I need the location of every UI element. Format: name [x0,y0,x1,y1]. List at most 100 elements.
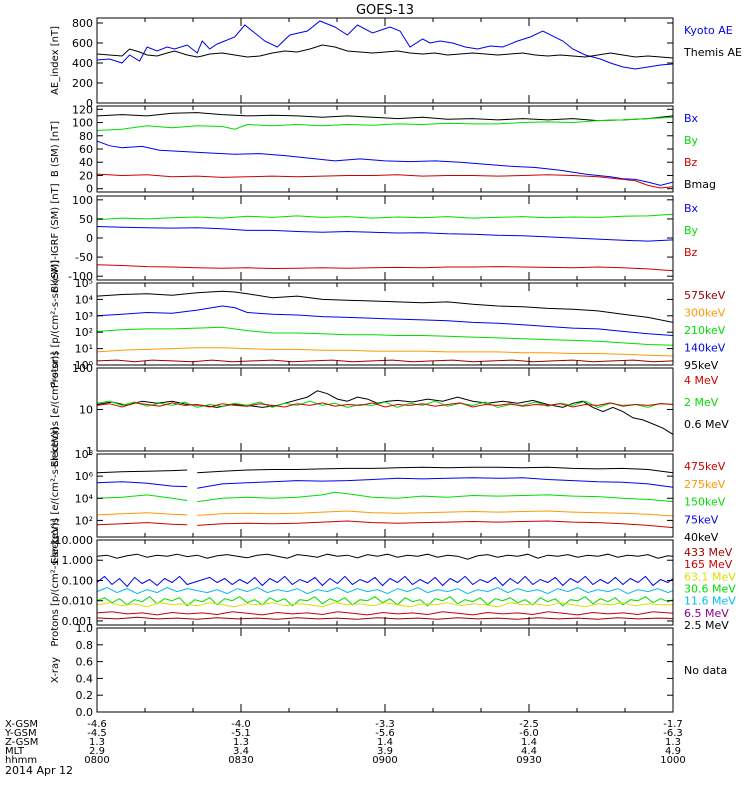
series-protons_low-210kev [97,326,673,346]
series-bsm-bx [97,140,673,186]
legend-entry: Bmag [684,178,716,191]
legend-entry: By [684,224,699,237]
panel-frame [96,17,674,104]
y-axis-label: B (SM)-IGRF (SM) [nT] [50,183,61,292]
y-tick-label: 0.6 [76,656,94,669]
panel-electrons_mev: 1 10 100 Electrons [e/(cm²-s-sr)] 4 MeV 2 MeV… [50,352,729,468]
legend-entry: 63.1 MeV [684,570,736,583]
y-tick-label: 400 [72,57,93,70]
y-tick-label: 10 [79,404,93,417]
panel-frame [96,367,674,452]
ephemeris-value: 2.9 [89,746,105,757]
y-tick-label: 0.8 [76,639,94,652]
ephemeris-value: 3.9 [377,746,393,757]
ephemeris-value: 1.3 [89,737,105,748]
panel-frame [96,627,674,713]
panel-ae: 0 200 400 600 800 AE_index [nT] Kyoto AE Themis… [50,17,742,110]
legend-entry: 0.6 MeV [684,418,729,431]
series-protons_low-575kev [97,359,673,363]
plot-title: GOES-13 [356,3,414,18]
legend-entry: 140keV [684,342,726,355]
legend-entry: 75keV [684,513,719,526]
y-tick-label: 0.0 [76,706,94,719]
series-electrons_kev-40kev [97,466,673,474]
y-tick-label: 10⁸ [75,448,94,461]
y-tick-label: 10² [75,514,93,527]
series-ae-kyoto-ae [97,20,673,70]
legend-entry: Bx [684,202,699,215]
ephemeris-value: -2.5 [519,719,539,730]
series-protons_high-433-mev [97,616,673,620]
ephemeris-value: -4.0 [231,719,251,730]
panel-frame [96,105,674,193]
series-protons_high-11.6-mev [97,587,673,595]
y-tick-label: 800 [72,17,93,30]
ephemeris-value: 1000 [660,755,685,766]
ephemeris-value: 4.9 [665,746,681,757]
series-protons_high-2.5-mev [97,553,673,560]
y-axis-label: X-ray [50,657,61,683]
y-tick-label: 10⁴ [75,492,94,505]
y-axis-label: Electrons [e/(cm²-s-sr)] [50,352,61,468]
y-tick-label: 10² [75,326,93,339]
y-axis-label: AE_index [nT] [50,26,61,95]
ephemeris-value: -3.3 [375,719,395,730]
legend-entry: 210keV [684,324,726,337]
panel-bigrf: -100 -50 0 50 100 B (SM)-IGRF (SM) [nT] Bx By Bz [50,183,699,292]
series-electrons_kev-475kev [97,520,673,529]
y-tick-label: 0.4 [76,672,94,685]
y-tick-label: 100 [72,362,93,375]
legend-entry: 275keV [684,478,726,491]
series-protons_low-300kev [97,347,673,357]
series-protons_high-30.6-mev [97,596,673,607]
y-tick-label: 10³ [75,310,93,323]
legend-entry: 575keV [684,289,726,302]
no-data-label: No data [684,664,727,677]
y-tick-label: 20 [79,169,93,182]
panel-electrons_kev: 10² 10⁴ 10⁶ 10⁸ Electrons [e/(cm²-s-sr-keV)]… [50,427,726,564]
y-tick-label: 80 [79,130,93,143]
y-tick-label: 100 [72,194,93,207]
series-bsm-bz [97,173,673,189]
y-tick-label: 0.100 [62,574,94,587]
legend-entry: 2.5 MeV [684,619,729,632]
footer-date: 2014 Apr 12 [5,764,73,777]
legend-entry: By [684,134,699,147]
series-electrons_mev-0.6-mev [97,390,673,435]
y-tick-label: 10.000 [55,534,94,547]
panel-protons_low: 10⁰ 10¹ 10² 10³ 10⁴ 10⁵ Protons [p/(cm²-s-sr-k… [50,260,726,388]
ephemeris-value: -5.1 [231,728,251,739]
series-bigrf-bx [97,226,673,242]
ephemeris-value: -1.7 [663,719,683,730]
legend-entry: 150keV [684,496,726,509]
legend-entry: 433 MeV [684,546,733,559]
ephemeris-value: -4.6 [87,719,107,730]
y-tick-label: 0.001 [62,615,94,628]
series-protons_high-165-mev [97,611,673,616]
series-electrons_kev-275kev [97,510,673,517]
ephemeris-value: 1.3 [233,737,249,748]
legend-entry: 300keV [684,307,726,320]
panel-frame [96,282,674,366]
ephemeris-value: -4.5 [87,728,107,739]
y-axis-label: Protons [p/(cm²-s-sr-keV)] [50,260,61,388]
ephemeris-value: 4.4 [521,746,537,757]
y-tick-label: 10⁶ [75,470,94,483]
y-tick-label: 100 [72,117,93,130]
legend-entry: 4 MeV [684,374,719,387]
series-protons_high-63.1-mev [97,602,673,608]
series-electrons_mev-4-mev [97,402,673,408]
legend-entry: 475keV [684,460,726,473]
ephemeris-row-label: Y-GSM [4,728,37,739]
ephemeris-table: X-GSM -4.6 -4.0 -3.3 -2.5 -1.7 Y-GSM -4.5 -5.1 -5… [4,719,686,766]
panel-xray: 0.0 0.2 0.4 0.6 0.8 1.0 X-ray No data [50,622,727,719]
ephemeris-value: 1.4 [521,737,537,748]
y-tick-label: 600 [72,37,93,50]
legend-entry: 165 MeV [684,558,733,571]
ephemeris-row-label: Z-GSM [5,737,38,748]
ephemeris-value: 0930 [516,755,541,766]
y-tick-label: 0.2 [76,689,94,702]
legend-entry: Themis AE [683,46,742,59]
series-bigrf-by [97,213,673,221]
